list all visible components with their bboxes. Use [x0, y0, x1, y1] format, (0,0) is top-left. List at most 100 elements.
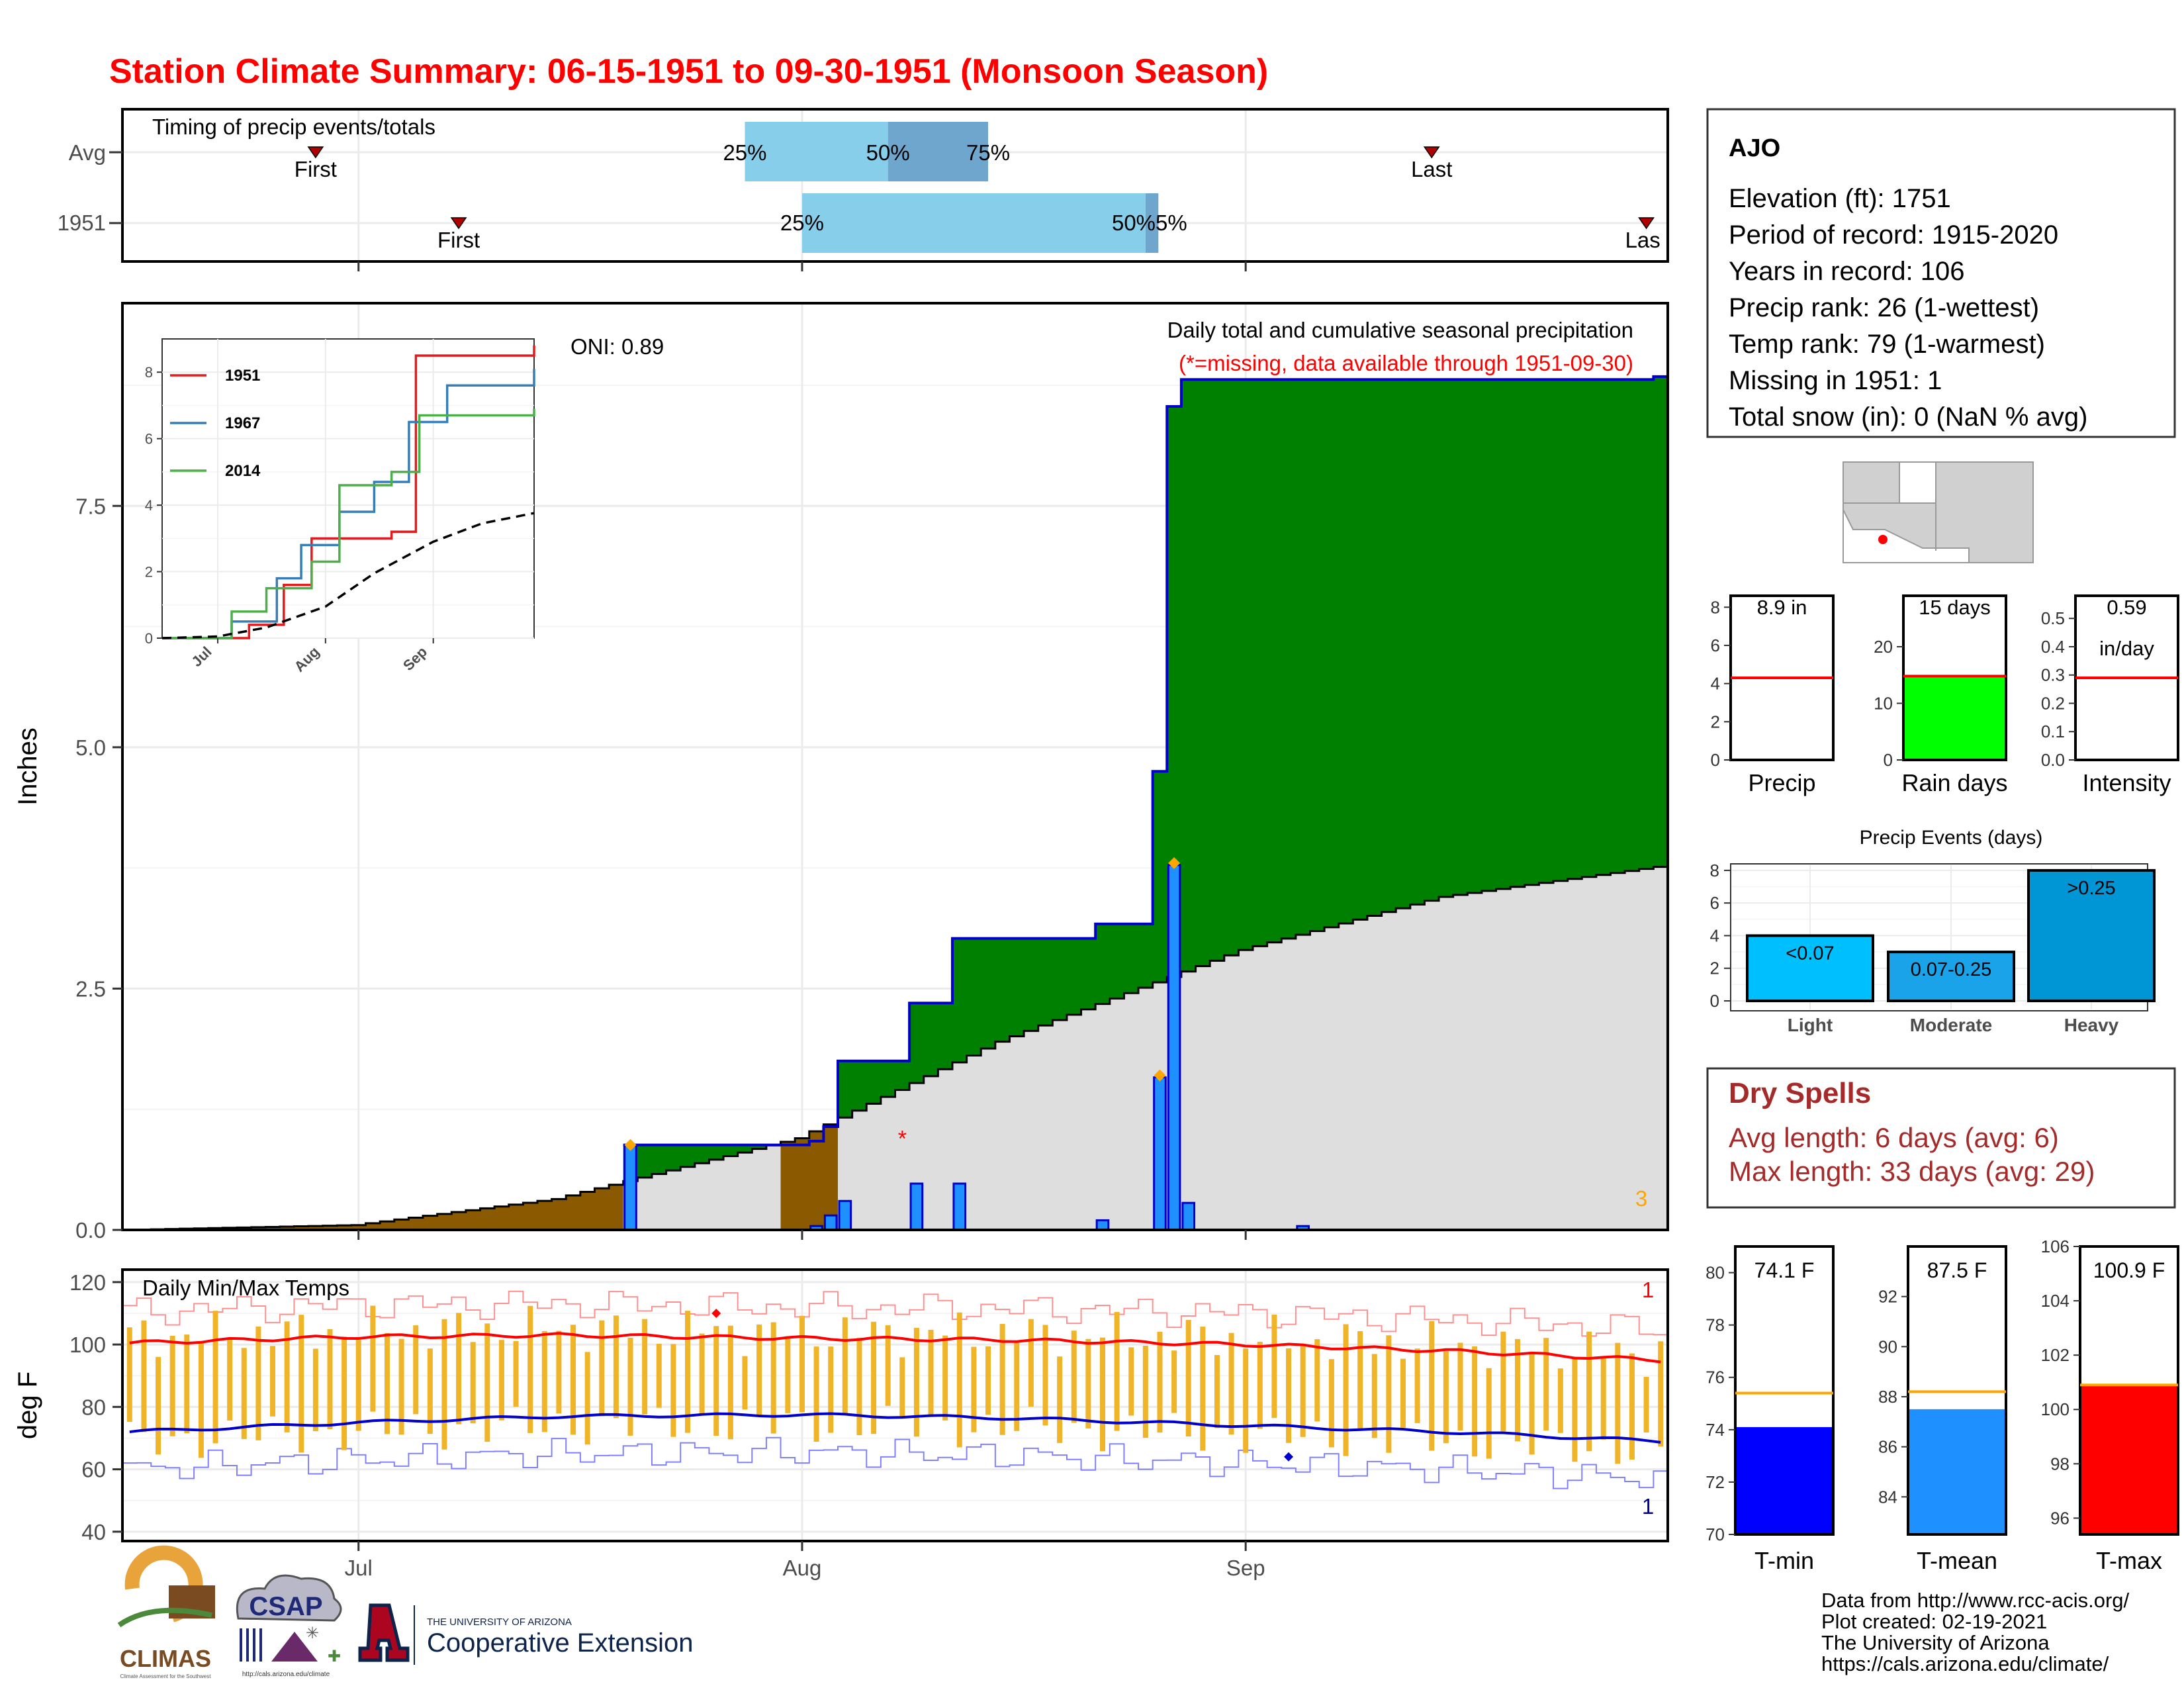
daily-temp-bar: [999, 1323, 1005, 1435]
inset-ytick-label: 0: [145, 630, 153, 647]
daily-temp-bar: [1357, 1331, 1363, 1431]
events-ytick: 8: [1710, 861, 1719, 880]
summary-bar-label: Rain days: [1901, 769, 2007, 796]
summary-bar-unit: in/day: [2099, 637, 2154, 660]
daily-temp-bar: [1658, 1341, 1664, 1447]
daily-temp-bar: [212, 1311, 218, 1444]
temp-summary-ytick: 88: [1878, 1387, 1897, 1407]
events-ytick: 4: [1710, 925, 1719, 945]
svg-text:http://cals.arizona.edu/climat: http://cals.arizona.edu/climate: [242, 1671, 330, 1678]
event-category-label: Heavy: [2064, 1015, 2119, 1035]
daily-temp-bar: [570, 1325, 576, 1435]
cumulative-precip-line: [623, 375, 1668, 1147]
precip-panel-title: Daily total and cumulative seasonal prec…: [1167, 318, 1633, 342]
precip-ytick-label: 7.5: [75, 494, 106, 518]
daily-temp-bar: [270, 1346, 276, 1417]
credit-plot-date: Plot created: 02-19-2021: [1821, 1610, 2047, 1633]
daily-temp-bar: [156, 1356, 161, 1455]
temp-ylabel: deg F: [13, 1372, 42, 1439]
avg-q75-label: 75%: [966, 140, 1010, 165]
station-info-box: AJO Elevation (ft): 1751 Period of recor…: [1706, 108, 2176, 438]
record-low-line: [122, 1436, 1668, 1489]
temp-panel-title: Daily Min/Max Temps: [142, 1276, 349, 1300]
inset-ytick-label: 4: [145, 497, 153, 514]
temp-summary-ytick: 96: [2050, 1508, 2070, 1528]
dry-spells-title: Dry Spells: [1729, 1077, 1871, 1109]
daily-precip-bar: [1181, 1201, 1196, 1231]
daily-temp-bar: [1042, 1325, 1048, 1426]
inset-ytick-label: 2: [145, 564, 153, 581]
daily-precip-bar: [909, 1182, 924, 1231]
daily-temp-bar: [1057, 1356, 1063, 1443]
station-elevation: Elevation (ft): 1751: [1729, 184, 1951, 213]
dry-spells-max: Max length: 33 days (avg: 29): [1729, 1156, 2095, 1187]
daily-precip-bar: [1095, 1219, 1110, 1231]
daily-temp-bar: [1615, 1342, 1621, 1464]
daily-temp-bar: [685, 1311, 691, 1433]
avg-q50-label: 50%: [866, 140, 910, 165]
record-low-marker: [1284, 1452, 1294, 1462]
svg-text:✳: ✳: [306, 1624, 319, 1642]
daily-temp-bar: [942, 1335, 948, 1421]
avg-max-temp-line: [129, 1332, 1661, 1364]
temp-summary-fill: [1735, 1427, 1833, 1534]
year-last-label: Las: [1625, 228, 1661, 252]
year-q50-q75-label: 50%5%: [1112, 211, 1187, 235]
inset-legend-label: 1967: [225, 414, 260, 432]
station-period: Period of record: 1915-2020: [1729, 220, 2058, 250]
daily-temp-bar: [1099, 1337, 1105, 1452]
missing-data-marker: *: [898, 1126, 907, 1151]
credit-url: https://cals.arizona.edu/climate/: [1821, 1652, 2109, 1675]
summary-bar-ytick: 0.2: [2041, 693, 2065, 713]
daily-temp-bar: [1386, 1335, 1392, 1453]
daily-temp-bar: [842, 1317, 848, 1415]
year-last-marker: [1638, 217, 1655, 230]
daily-precip-bar: [838, 1199, 852, 1231]
daily-temp-bar: [985, 1346, 991, 1415]
daily-temp-bar: [1429, 1321, 1435, 1451]
temp-ytick-label: 80: [81, 1395, 106, 1419]
daily-temp-bar: [370, 1305, 376, 1412]
temp-summary-ytick: 98: [2050, 1454, 2070, 1474]
summary-bar-ytick: 0: [1711, 750, 1720, 770]
year-first-label: First: [437, 228, 480, 252]
avg-last-label: Last: [1411, 157, 1452, 181]
daily-temp-bar: [1286, 1348, 1292, 1443]
daily-temp-bar: [1257, 1342, 1263, 1429]
temp-summary-fill: [2080, 1385, 2178, 1534]
daily-temp-bar: [1457, 1342, 1463, 1431]
event-bar-label: 0.07-0.25: [1911, 959, 1992, 980]
daily-temp-bar: [1157, 1331, 1163, 1433]
daily-temp-bar: [828, 1346, 834, 1433]
station-location-dot: [1878, 535, 1888, 544]
temp-summary-ytick: 104: [2041, 1291, 2070, 1311]
temp-xtick-label: Aug: [783, 1556, 822, 1580]
temp-xtick-label: Jul: [345, 1556, 373, 1580]
daily-temp-bar: [1085, 1338, 1091, 1429]
svg-text:Climate Assessment for the Sou: Climate Assessment for the Southwest: [120, 1673, 212, 1679]
inset-series-2014: [162, 408, 535, 639]
summary-bar-rain-days: 15 days Rain days 0 10 20: [1874, 594, 2008, 796]
daily-temp-bar: [198, 1341, 204, 1458]
dry-spells-avg: Avg length: 6 days (avg: 6): [1729, 1122, 2059, 1153]
daily-temp-bar: [441, 1319, 447, 1450]
daily-temp-bar: [871, 1321, 877, 1434]
daily-temp-bar: [1028, 1319, 1034, 1407]
daily-temp-bar: [599, 1320, 605, 1417]
avg-min-temp-line: [129, 1412, 1661, 1444]
summary-bar-ytick: 0.3: [2041, 665, 2065, 685]
inset-series-avg: [161, 512, 535, 639]
precip-panel-note: (*=missing, data available through 1951-…: [1179, 351, 1633, 375]
daily-temp-bar: [126, 1327, 132, 1422]
daily-temp-bar: [1343, 1324, 1349, 1456]
record-high-marker: [711, 1308, 721, 1318]
summary-bar-value: 8.9 in: [1757, 596, 1807, 619]
daily-temp-bar: [327, 1329, 333, 1429]
daily-temp-bar: [627, 1337, 633, 1436]
summary-bar-ytick: 0.4: [2041, 637, 2065, 657]
daily-temp-bar: [1543, 1338, 1549, 1431]
temp-ytick-label: 40: [81, 1520, 106, 1544]
daily-temp-bar: [642, 1319, 648, 1415]
timing-label: Timing of precip events/totals: [152, 115, 435, 139]
